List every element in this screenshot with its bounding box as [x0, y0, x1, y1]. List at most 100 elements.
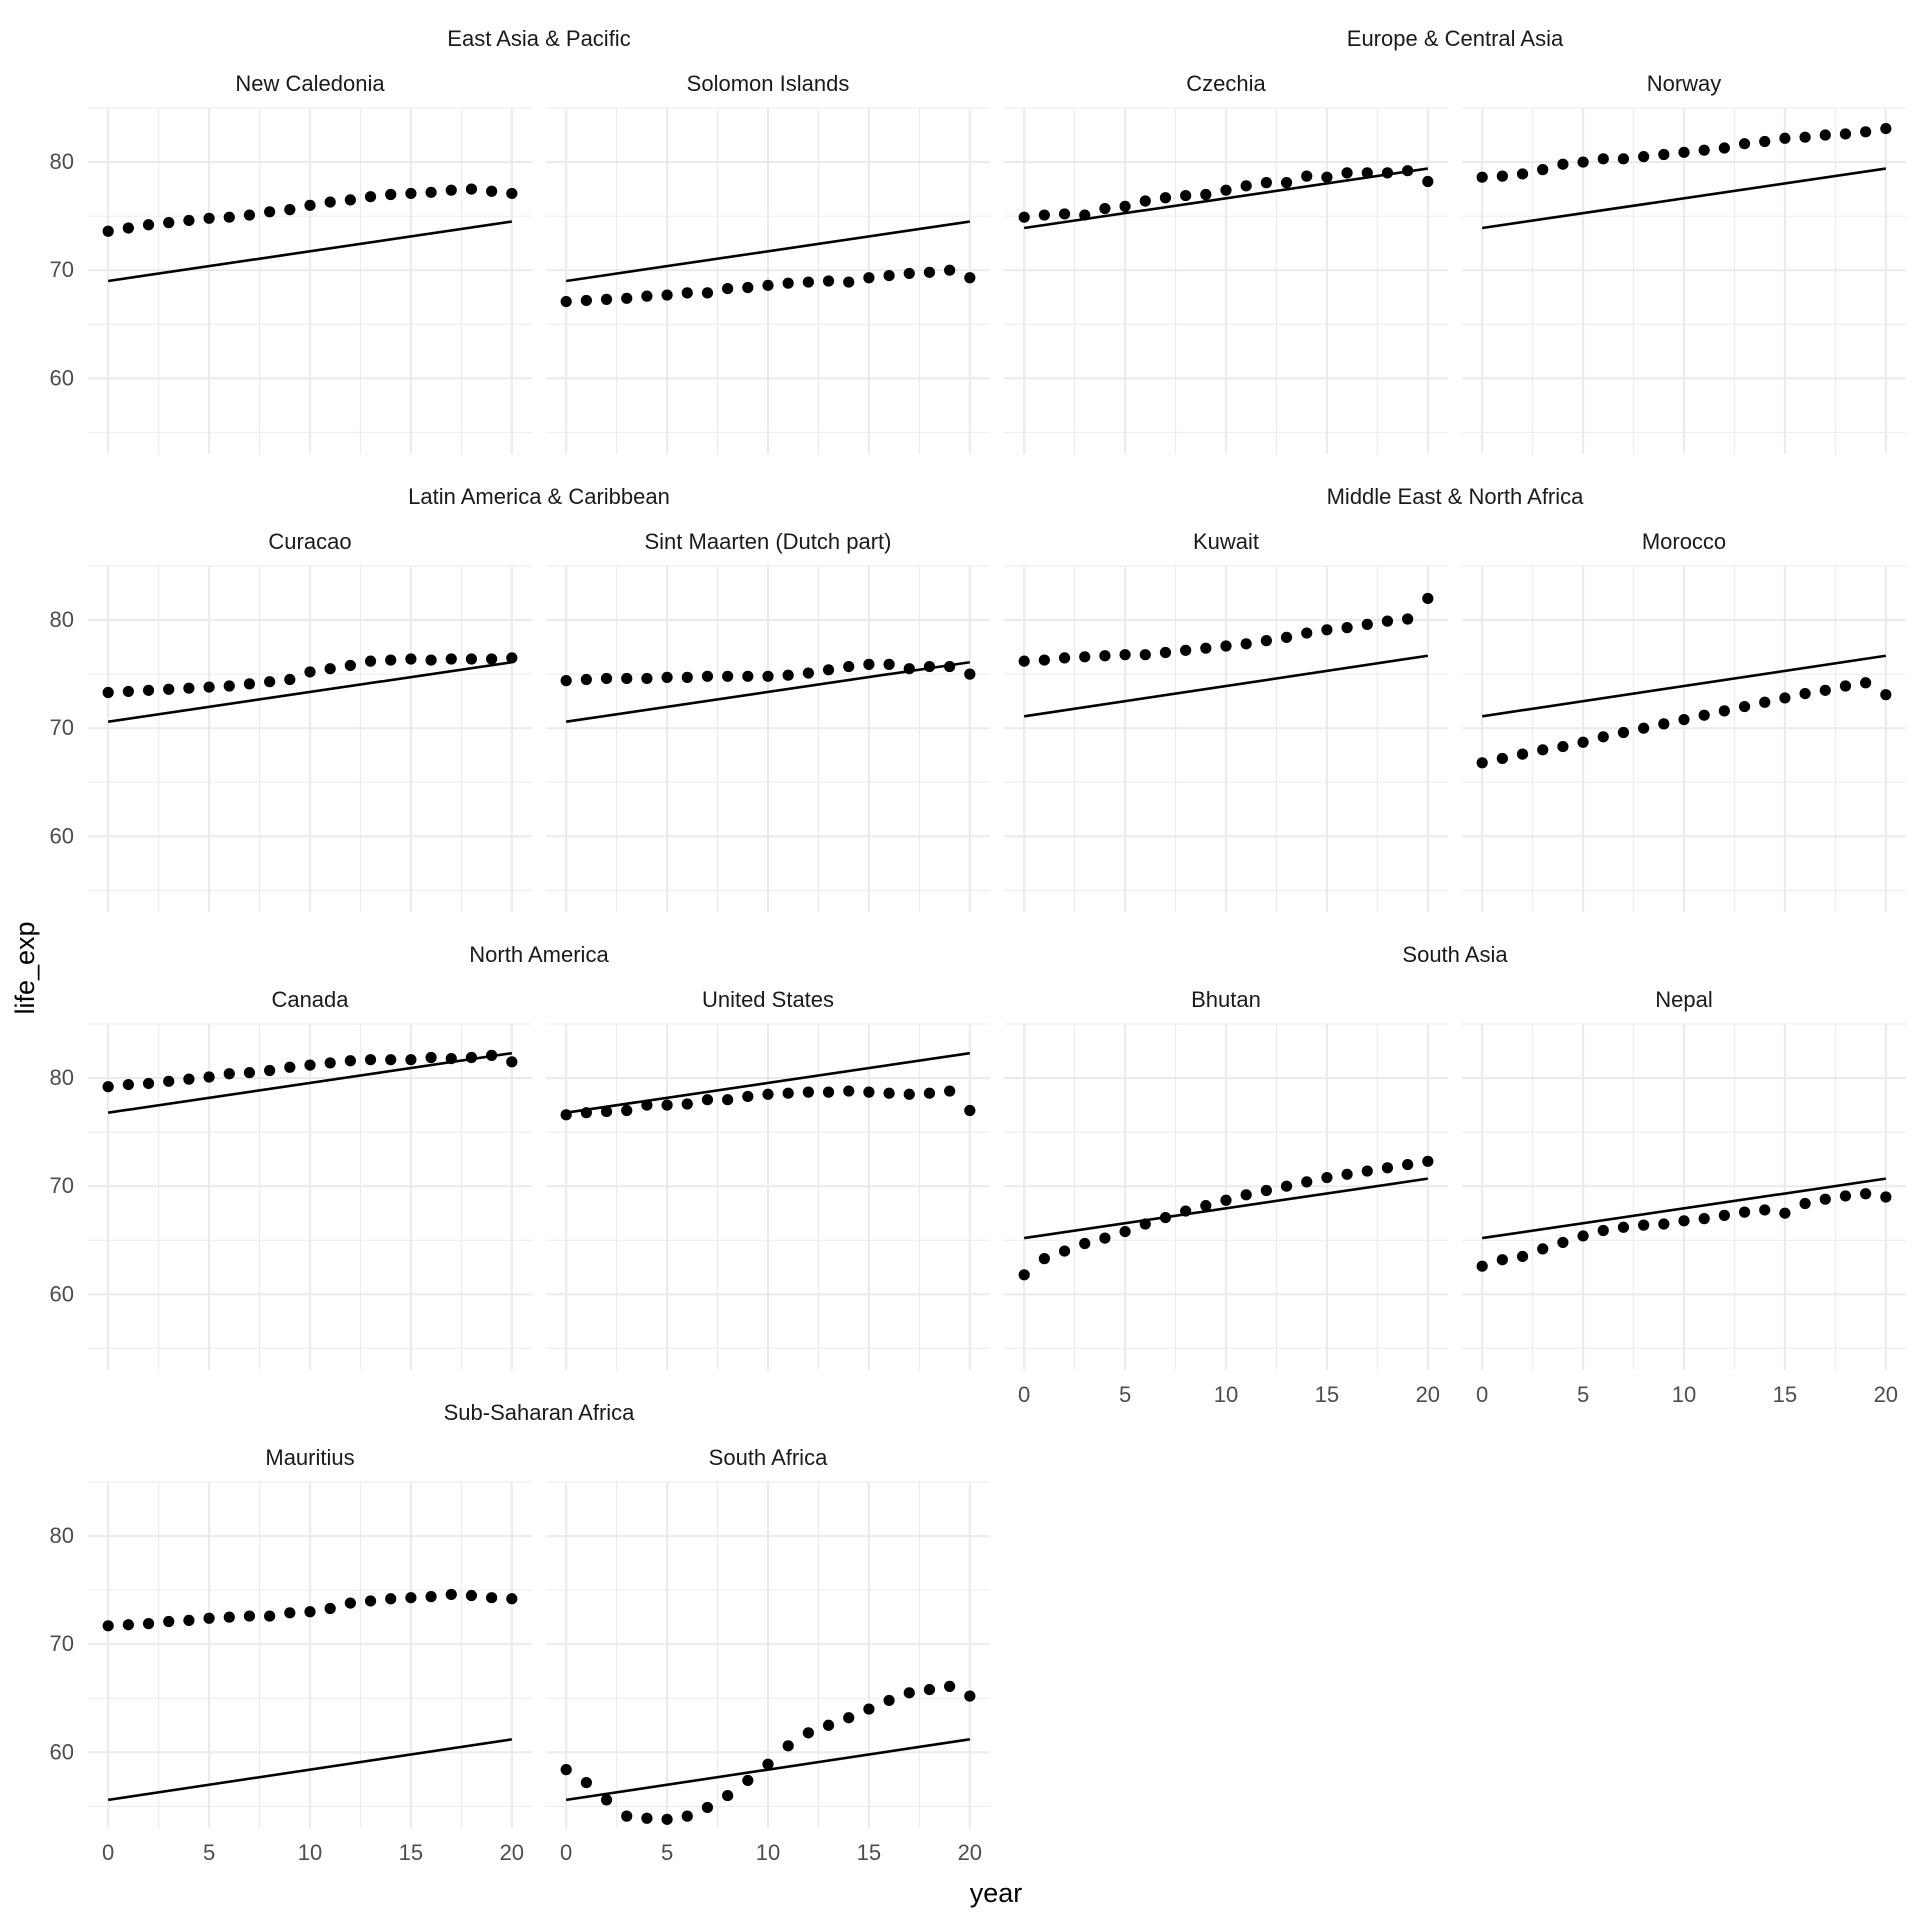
data-point	[1280, 1180, 1293, 1192]
data-point	[264, 1610, 276, 1622]
facet-strip-label: Mauritius	[265, 1445, 354, 1470]
data-point	[1597, 1224, 1609, 1237]
trend-line	[1023, 654, 1429, 718]
data-point	[1557, 158, 1569, 170]
data-point	[1860, 126, 1872, 138]
data-point	[1280, 177, 1293, 189]
data-point	[1402, 1158, 1414, 1171]
data-point	[1537, 164, 1549, 176]
trend-line	[1481, 1177, 1887, 1240]
y-tick-label: 80	[50, 1523, 74, 1548]
data-point	[1678, 1215, 1690, 1227]
data-point	[163, 683, 175, 695]
data-point	[701, 670, 714, 682]
data-point	[1058, 1245, 1071, 1257]
data-point	[1038, 209, 1050, 221]
data-point	[843, 1085, 855, 1097]
data-point	[863, 658, 875, 670]
data-point	[122, 685, 134, 698]
data-point	[1516, 168, 1529, 180]
data-point	[903, 1687, 915, 1699]
data-point	[344, 1597, 356, 1609]
data-point	[782, 1740, 794, 1752]
data-point	[183, 1614, 195, 1626]
data-point	[1381, 1162, 1394, 1174]
y-tick-label: 70	[50, 1631, 74, 1656]
x-tick-label: 5	[1577, 1382, 1589, 1407]
data-point	[163, 217, 175, 229]
data-point	[142, 684, 155, 696]
data-point	[465, 1589, 478, 1602]
data-point	[1779, 132, 1791, 144]
data-point	[1516, 748, 1529, 760]
data-point	[621, 292, 633, 304]
data-point	[1321, 1171, 1333, 1184]
data-point	[600, 1794, 613, 1806]
data-point	[203, 1612, 215, 1624]
data-point	[1738, 700, 1751, 713]
data-point	[405, 653, 417, 665]
data-point	[1422, 1155, 1434, 1167]
trend-line	[1023, 1177, 1429, 1240]
x-tick-label: 0	[1476, 1382, 1488, 1407]
data-point	[1738, 138, 1751, 150]
data-point	[223, 680, 235, 692]
y-tick-label: 80	[50, 607, 74, 632]
data-point	[284, 673, 296, 686]
data-point	[1240, 638, 1252, 650]
data-point	[1658, 148, 1670, 161]
data-point	[1597, 731, 1609, 743]
data-point	[243, 678, 256, 690]
data-point	[1638, 151, 1650, 163]
region-strip-label: Middle East & North Africa	[1327, 484, 1585, 509]
data-point	[1381, 167, 1394, 179]
data-point	[701, 287, 714, 299]
data-point	[1860, 1188, 1872, 1200]
data-point	[1321, 624, 1333, 636]
data-point	[1617, 1221, 1630, 1233]
data-point	[486, 185, 498, 197]
data-point	[641, 1099, 653, 1111]
data-point	[1819, 1193, 1831, 1205]
data-point	[122, 1078, 134, 1091]
data-point	[183, 214, 195, 227]
data-point	[1220, 1194, 1232, 1206]
data-point	[1698, 1213, 1710, 1225]
data-point	[1819, 684, 1831, 696]
data-point	[183, 1073, 195, 1085]
data-point	[324, 1057, 336, 1069]
trend-line	[107, 1738, 513, 1802]
data-point	[1496, 1254, 1508, 1266]
data-point	[883, 658, 895, 670]
data-point	[661, 289, 673, 301]
data-point	[944, 660, 956, 673]
trend-line	[1481, 167, 1887, 230]
data-point	[1200, 1200, 1212, 1212]
data-point	[701, 1094, 714, 1106]
x-tick-label: 20	[1416, 1382, 1440, 1407]
data-point	[1139, 649, 1151, 661]
data-point	[465, 1051, 478, 1064]
data-point	[1240, 1189, 1252, 1201]
facet-strip-label: New Caledonia	[235, 71, 385, 96]
data-point	[1779, 1207, 1791, 1219]
data-point	[385, 1593, 397, 1605]
data-point	[822, 664, 835, 676]
data-point	[1496, 170, 1508, 182]
x-tick-label: 10	[1672, 1382, 1696, 1407]
data-point	[802, 1086, 814, 1098]
data-point	[425, 1051, 437, 1064]
data-point	[1361, 618, 1373, 630]
data-point	[445, 184, 457, 196]
facet-strip-label: Czechia	[1186, 71, 1266, 96]
data-point	[385, 1054, 397, 1066]
data-point	[1698, 709, 1710, 721]
facet-strip-label: South Africa	[709, 1445, 828, 1470]
data-point	[1079, 1237, 1091, 1250]
data-point	[863, 1086, 875, 1098]
data-point	[964, 1690, 976, 1702]
data-point	[1718, 705, 1730, 717]
data-point	[324, 1602, 336, 1615]
data-point	[122, 1619, 134, 1631]
data-point	[1341, 622, 1353, 634]
